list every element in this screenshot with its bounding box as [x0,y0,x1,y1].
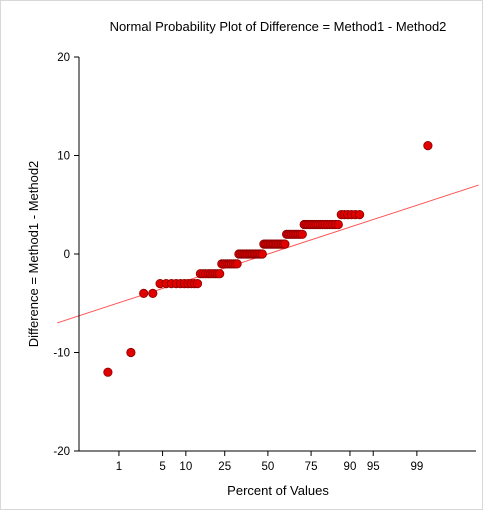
x-tick-label: 5 [159,461,165,473]
x-tick-label: 95 [367,461,380,473]
reference-line-layer [57,184,479,324]
x-tick-label: 90 [344,461,357,473]
x-tick-label: 25 [218,461,231,473]
data-point [257,249,267,259]
y-tick-label: 20 [57,52,70,64]
data-point [215,269,225,279]
x-tick-label: 50 [261,461,274,473]
chart-title: Normal Probability Plot of Difference = … [110,19,447,34]
x-axis-label: Percent of Values [227,483,329,498]
data-point [280,239,290,249]
data-point [423,141,433,151]
data-point [354,210,365,220]
y-tick-label: -20 [53,446,70,458]
y-tick-label: 10 [57,151,70,163]
x-tick-label: 1 [116,461,122,473]
reference-line [57,184,479,324]
y-tick-label: 0 [64,249,70,261]
data-point [297,229,307,239]
y-tick-label: -10 [53,348,70,360]
data-point [139,288,149,298]
data-point [126,347,136,358]
data-point [148,288,158,298]
y-axis-ticks: -20 -10 0 10 20 [53,52,79,458]
y-axis-label: Difference = Method1 - Method2 [26,161,41,348]
x-tick-label: 10 [179,461,192,473]
x-tick-label: 75 [305,461,318,473]
x-axis-ticks: 1 5 10 25 50 75 90 95 99 [116,451,423,473]
data-point [103,367,113,377]
data-point [232,259,242,269]
data-points-layer [103,141,433,377]
x-tick-label: 99 [410,461,423,473]
data-point [192,278,203,289]
data-point [333,219,343,230]
